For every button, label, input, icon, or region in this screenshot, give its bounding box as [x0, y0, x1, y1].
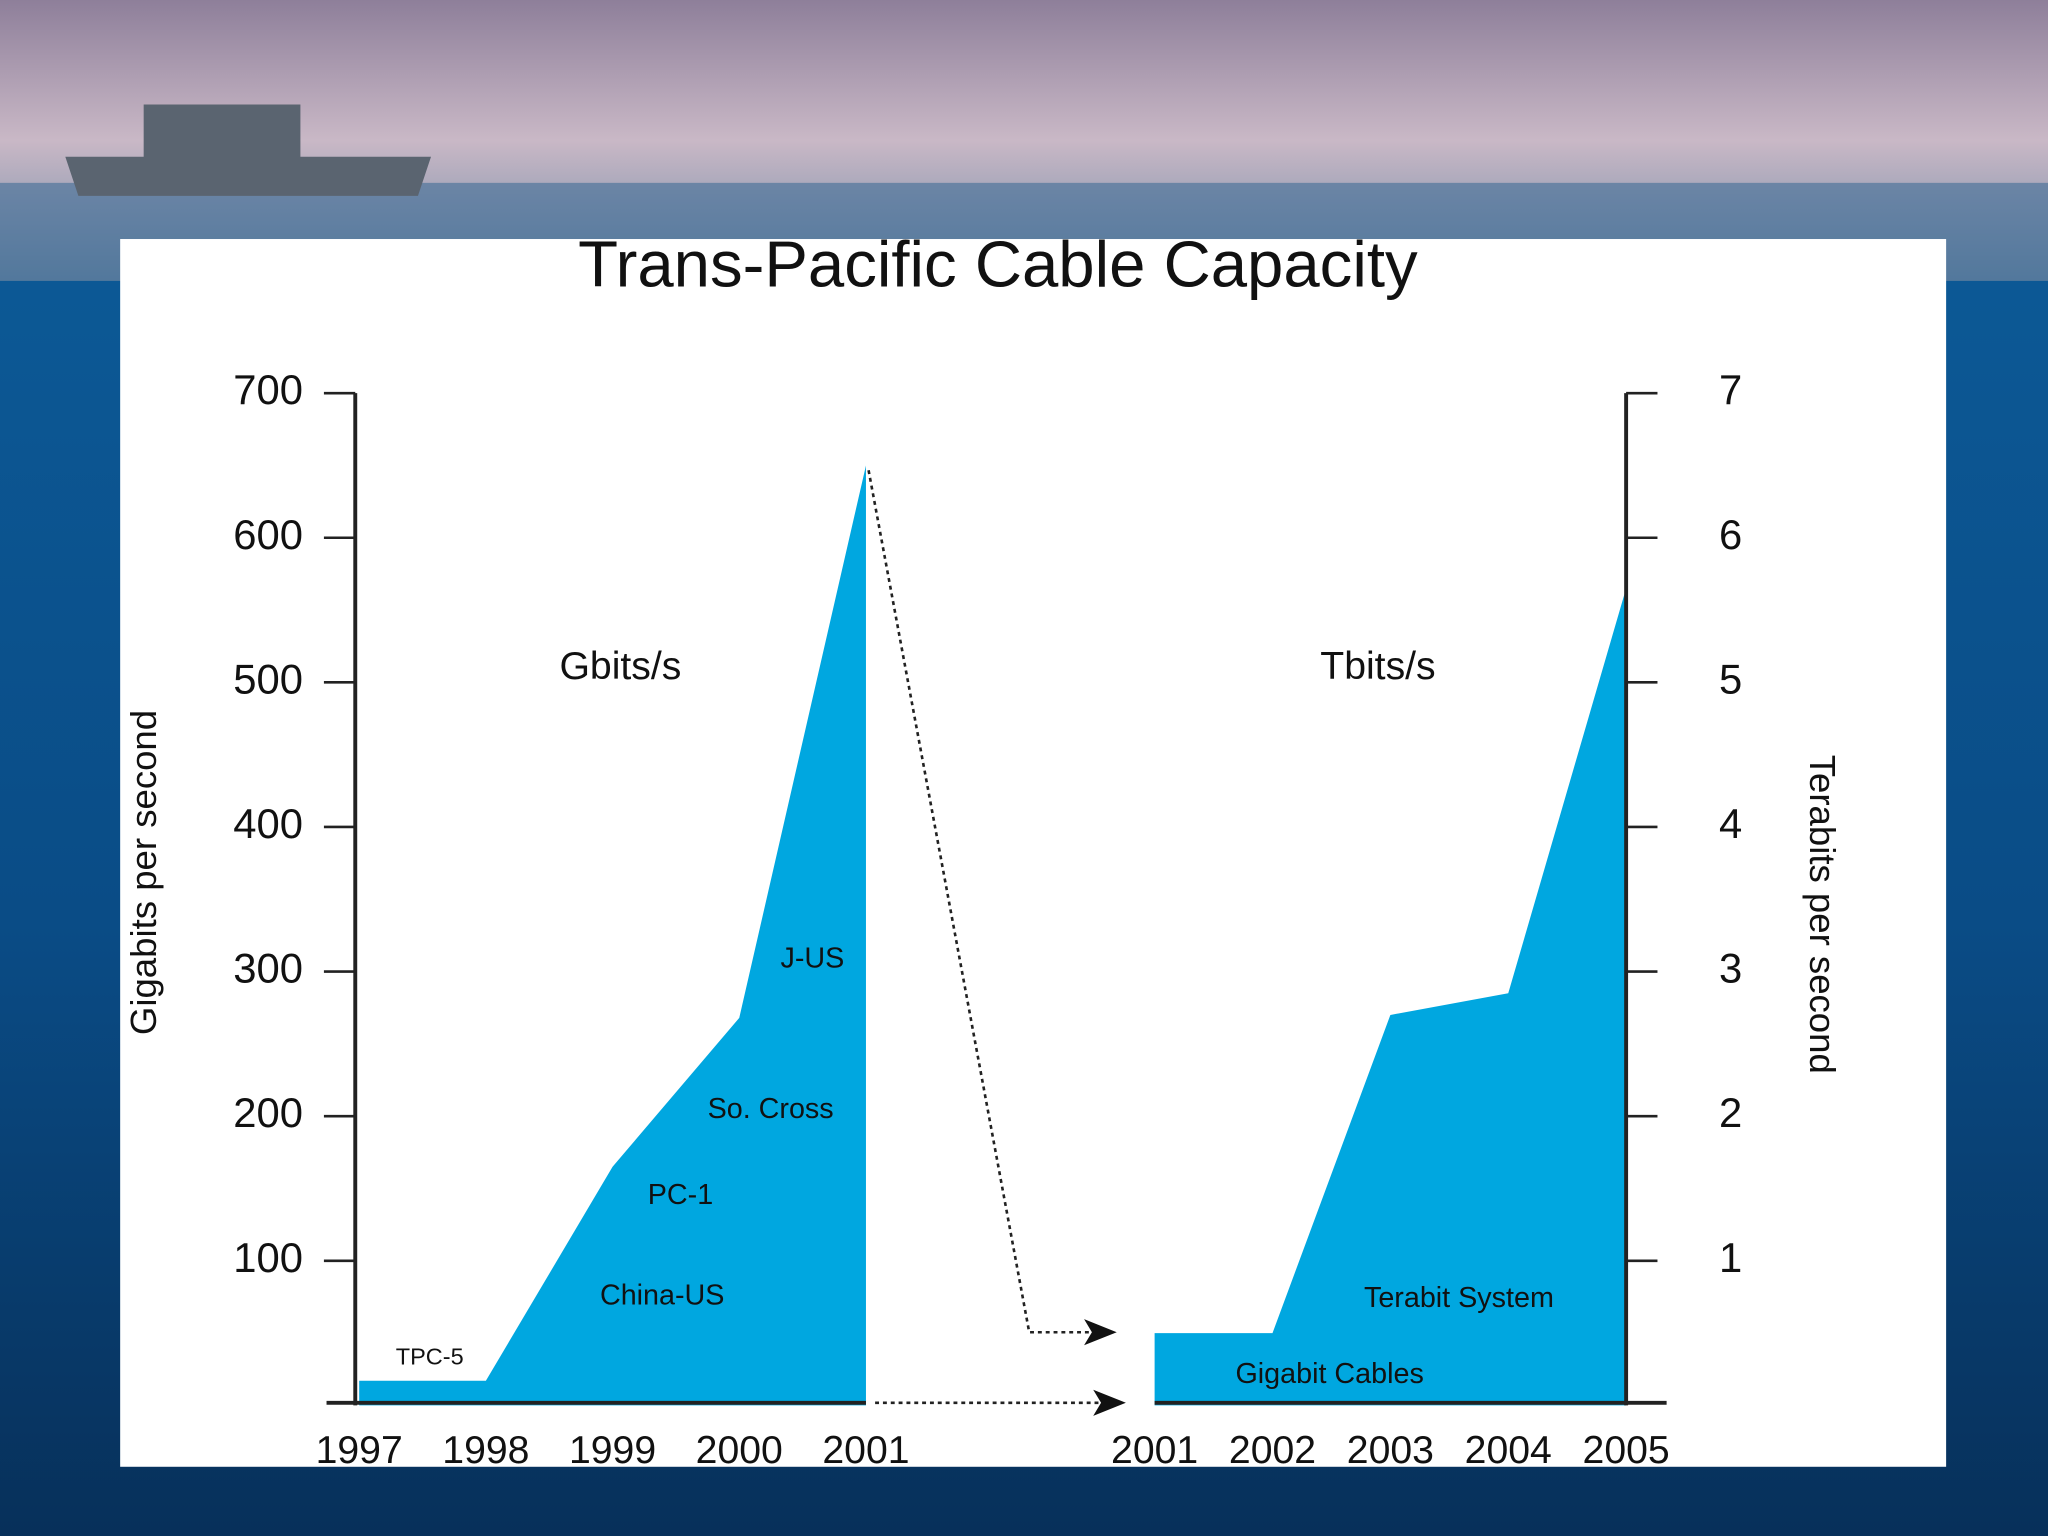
x-tick-label: 2001 — [822, 1429, 909, 1472]
chart-title: Trans-Pacific Cable Capacity — [578, 227, 1418, 300]
y-tick-label: 100 — [233, 1234, 303, 1281]
area — [359, 465, 866, 1406]
connector-arrows — [867, 469, 1108, 1405]
x-tick-label: 2005 — [1583, 1429, 1670, 1472]
y-tick-label: 4 — [1719, 800, 1742, 847]
x-tick-label: 2001 — [1111, 1429, 1198, 1472]
annotation: Gigabit Cables — [1235, 1358, 1423, 1390]
annotation: TPC-5 — [396, 1344, 464, 1370]
annotation: Terabit System — [1364, 1282, 1554, 1314]
annotation: J-US — [780, 943, 844, 975]
x-tick-label: 2004 — [1465, 1429, 1552, 1472]
y-tick-label: 1 — [1719, 1234, 1742, 1281]
y-axis-label: Terabits per second — [1802, 755, 1843, 1074]
y-tick-label: 500 — [233, 655, 303, 702]
y-tick-label: 300 — [233, 945, 303, 992]
x-tick-label: 1998 — [442, 1429, 529, 1472]
annotation: China-US — [600, 1280, 725, 1312]
y-tick-label: 7 — [1719, 366, 1742, 413]
ship — [65, 104, 432, 196]
chart-panel — [120, 239, 1947, 1467]
x-tick-label: 1997 — [316, 1429, 403, 1472]
x-tick-label: 1999 — [569, 1429, 656, 1472]
x-tick-label: 2003 — [1347, 1429, 1434, 1472]
y-tick-label: 6 — [1719, 511, 1742, 558]
area — [1154, 588, 1627, 1406]
y-tick-label: 200 — [233, 1089, 303, 1136]
y-tick-label: 400 — [233, 800, 303, 847]
y-tick-label: 700 — [233, 366, 303, 413]
annotation: PC-1 — [648, 1179, 713, 1211]
y-axis-label: Gigabits per second — [123, 710, 164, 1035]
annotation: Tbits/s — [1320, 645, 1435, 688]
annotation: Gbits/s — [559, 645, 681, 688]
x-tick-label: 2002 — [1229, 1429, 1316, 1472]
y-tick-label: 3 — [1719, 945, 1742, 992]
y-tick-label: 5 — [1719, 655, 1742, 702]
arrow-heads — [1084, 1319, 1126, 1416]
x-tick-label: 2000 — [696, 1429, 783, 1472]
y-tick-label: 2 — [1719, 1089, 1742, 1136]
annotation: So. Cross — [708, 1093, 834, 1125]
y-tick-label: 600 — [233, 511, 303, 558]
